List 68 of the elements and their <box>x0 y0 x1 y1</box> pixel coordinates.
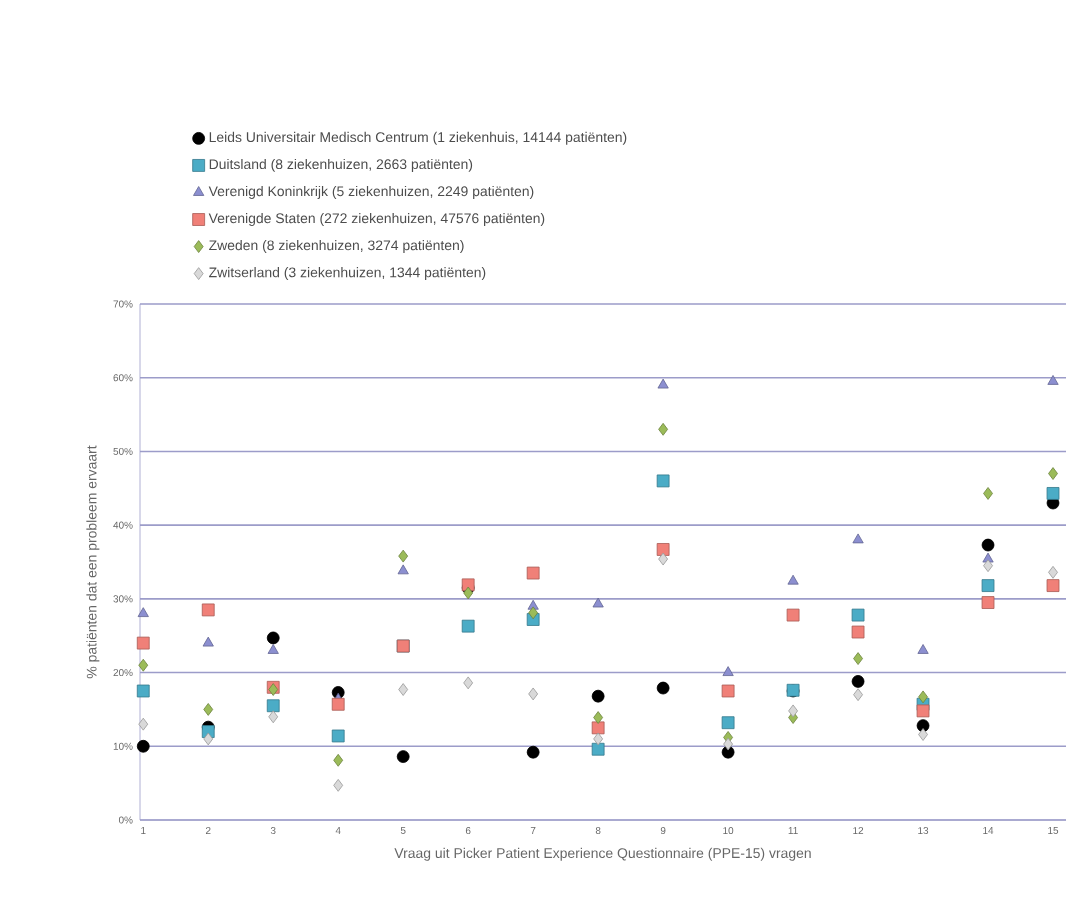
point <box>528 606 539 620</box>
point <box>656 543 670 556</box>
point <box>268 710 279 724</box>
point <box>461 619 475 633</box>
point <box>656 474 670 488</box>
point <box>656 681 670 695</box>
point <box>528 687 539 701</box>
point <box>591 721 605 735</box>
point <box>788 704 798 718</box>
point <box>853 652 863 665</box>
point <box>786 608 800 622</box>
point <box>917 644 929 654</box>
point <box>333 778 344 792</box>
point <box>463 676 474 690</box>
point <box>593 732 604 746</box>
point <box>1046 579 1060 592</box>
point <box>657 378 669 389</box>
point <box>398 549 409 563</box>
point <box>526 566 540 580</box>
point <box>526 745 540 759</box>
point <box>918 690 928 704</box>
point <box>981 579 995 592</box>
point <box>981 538 995 552</box>
point <box>918 728 928 741</box>
point <box>397 564 409 575</box>
point <box>136 684 150 698</box>
point <box>267 644 279 654</box>
point <box>658 552 668 566</box>
point <box>721 716 735 730</box>
point <box>1046 487 1060 500</box>
point <box>592 597 604 608</box>
point <box>853 688 863 702</box>
point <box>201 603 215 617</box>
point <box>787 574 799 585</box>
point <box>591 742 605 756</box>
point <box>723 737 733 751</box>
point <box>331 697 345 711</box>
point <box>398 683 409 696</box>
point <box>916 704 930 718</box>
point <box>852 533 864 544</box>
point <box>136 739 150 753</box>
point <box>396 750 410 763</box>
point <box>266 699 280 713</box>
point <box>851 625 865 639</box>
point <box>203 703 214 716</box>
point <box>138 717 149 731</box>
point <box>591 689 605 703</box>
point <box>593 711 604 724</box>
point <box>981 596 995 609</box>
point <box>1048 565 1058 579</box>
point <box>202 636 214 647</box>
point <box>658 422 668 436</box>
point <box>333 753 344 767</box>
point <box>1047 375 1059 385</box>
point <box>983 559 993 573</box>
point <box>463 586 474 600</box>
point <box>136 636 150 650</box>
point <box>331 729 345 743</box>
point <box>851 608 865 622</box>
point <box>721 684 735 698</box>
point <box>137 607 149 617</box>
point <box>1048 467 1058 480</box>
point <box>851 675 865 688</box>
point <box>266 631 280 645</box>
point <box>983 487 993 500</box>
point <box>722 666 734 676</box>
point <box>203 732 214 746</box>
point <box>138 658 149 672</box>
